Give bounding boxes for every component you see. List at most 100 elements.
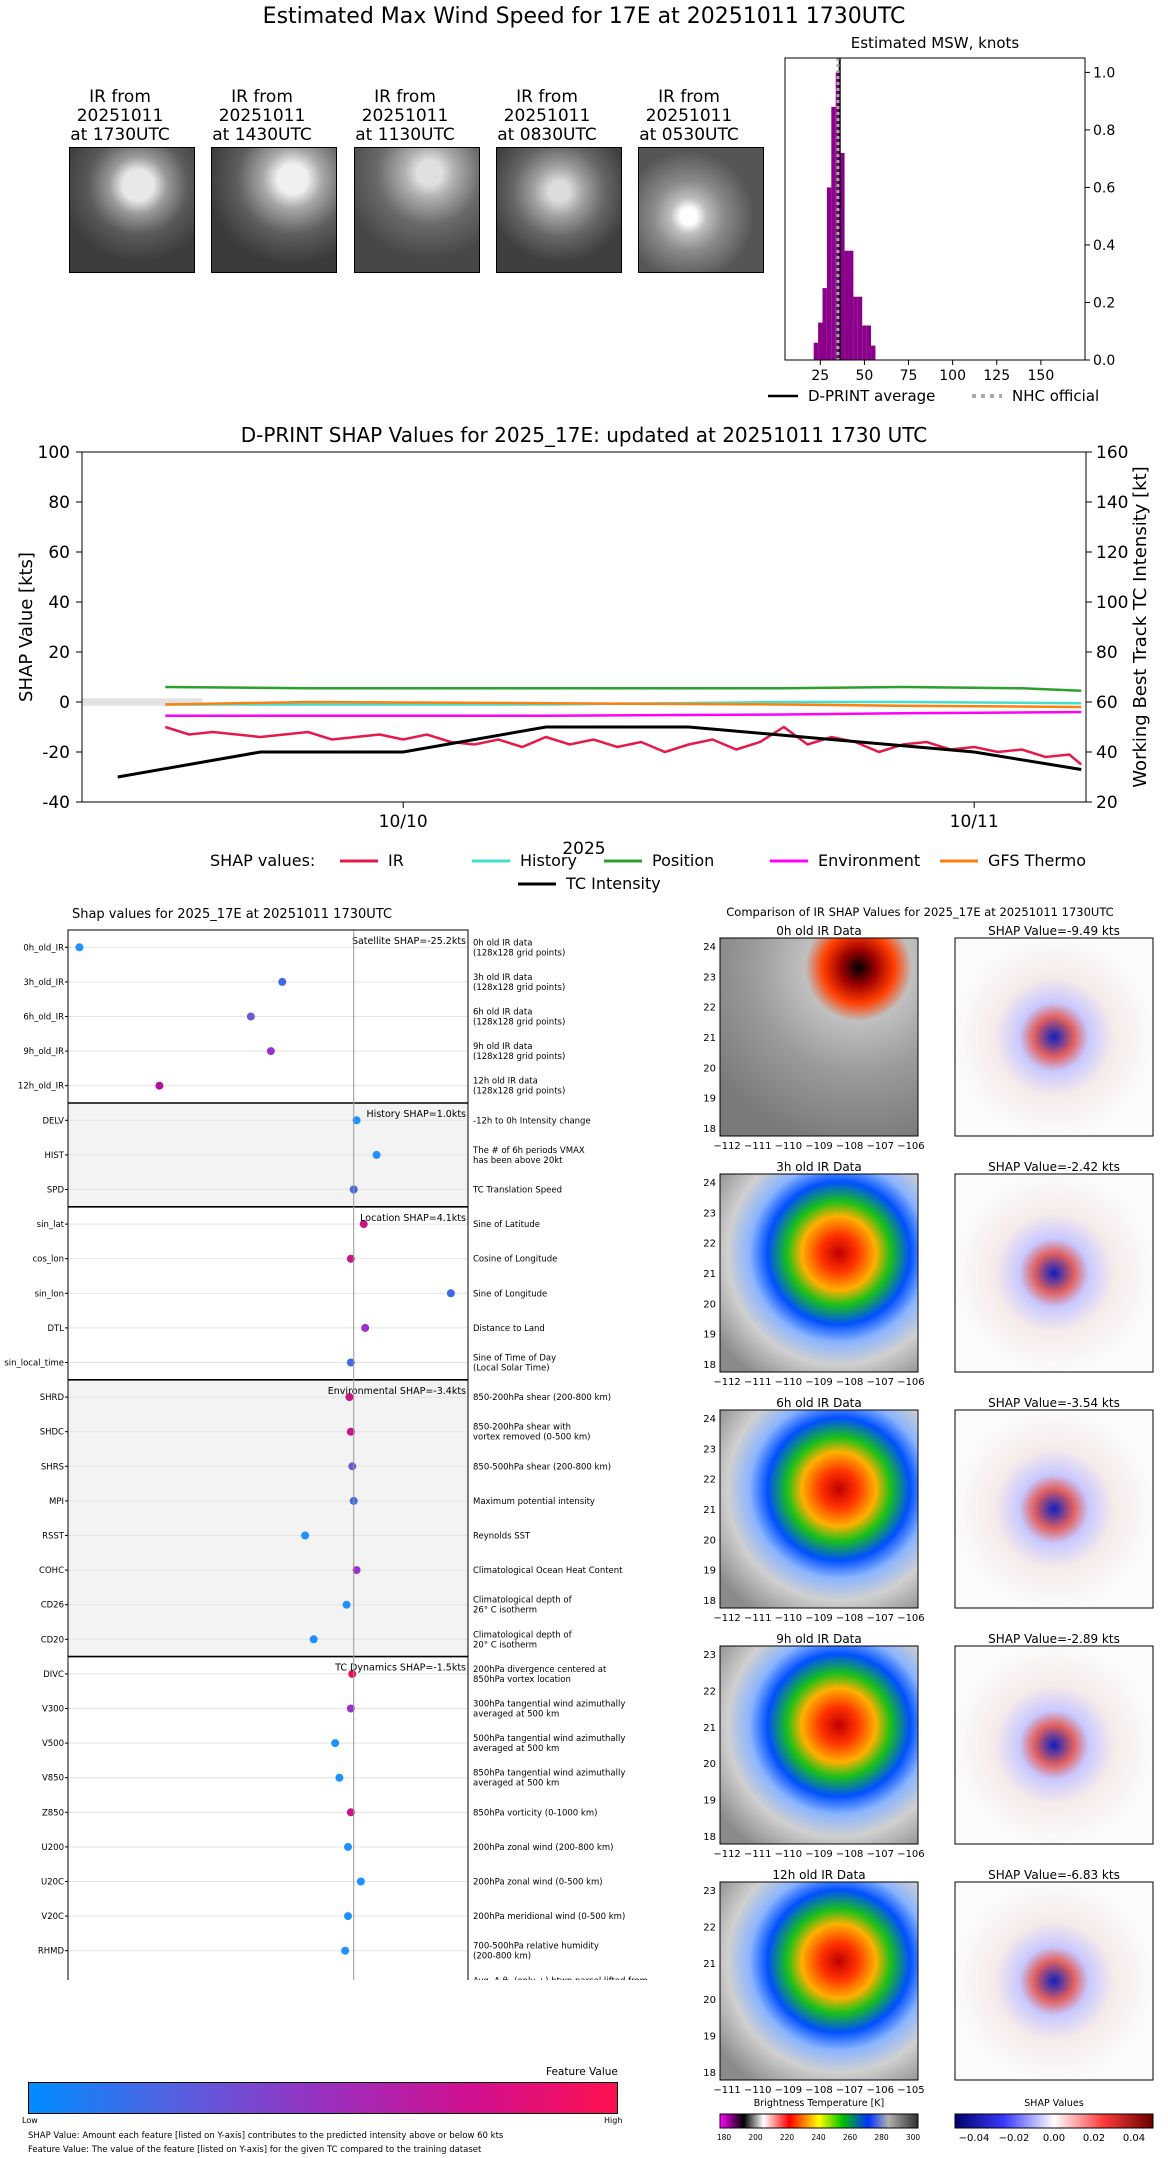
- feature-description: 200hPa divergence centered at: [473, 1665, 607, 1675]
- ir-panel-title: 12h old IR Data: [772, 1868, 865, 1882]
- feature-value-colorbar: [28, 2082, 618, 2114]
- y-tick-label: 20: [48, 643, 70, 663]
- feature-name: 6h_old_IR: [23, 1013, 64, 1023]
- y-axis-label: SHAP Value [kts]: [16, 552, 37, 702]
- ir-y-tick: 23: [703, 1444, 716, 1455]
- feature-point: [278, 977, 287, 986]
- ir-y-tick: 19: [703, 1330, 716, 1341]
- ir-y-tick: 21: [703, 1505, 716, 1516]
- x-tick-label: 100: [939, 368, 966, 384]
- series-position: [165, 685, 1082, 692]
- histogram-bar: [826, 187, 832, 360]
- feature-point: [342, 1600, 351, 1609]
- bt-colorbar-tick: 220: [780, 2133, 795, 2142]
- feature-description: 6h old IR data: [473, 1008, 532, 1018]
- ir-panel-title: 3h old IR Data: [776, 1160, 862, 1174]
- ir-panel-title: 0h old IR Data: [776, 924, 862, 938]
- histogram-frame: [784, 57, 1086, 361]
- shap-image: [954, 937, 1154, 1137]
- ir-thumbnail-0: [69, 147, 195, 273]
- ir-image: [719, 1409, 919, 1609]
- feature-name: U200: [42, 1843, 64, 1853]
- ir-y-tick: 24: [703, 1414, 716, 1425]
- shap-image: [954, 1881, 1154, 2081]
- histogram-bar: [831, 106, 836, 361]
- feature-name: SPD: [47, 1186, 65, 1196]
- group-label: History SHAP=1.0kts: [367, 1109, 467, 1120]
- feature-name: RSST: [42, 1532, 65, 1542]
- shap-colorbar-title: SHAP Values: [1024, 2098, 1084, 2109]
- thumb-label-4: IR from 20251011 at 0530UTC: [639, 87, 739, 145]
- ir-y-tick: 23: [703, 972, 716, 983]
- y-right-tick-label: 140: [1096, 493, 1128, 513]
- legend-label: GFS Thermo: [988, 851, 1086, 870]
- shap-image: [954, 1409, 1154, 1609]
- feature-name: 0h_old_IR: [23, 943, 64, 953]
- feature-name: V500: [42, 1739, 64, 1749]
- y-right-tick-label: 80: [1096, 643, 1118, 663]
- feature-description: 850-500hPa shear (200-800 km): [473, 1462, 611, 1472]
- feature-point: [341, 1946, 350, 1955]
- series-environment: [165, 710, 1082, 717]
- legend-label: TC Intensity: [565, 874, 661, 893]
- feature-point: [346, 1427, 355, 1436]
- ir-image: [719, 937, 919, 1137]
- ir-y-tick: 18: [703, 1596, 716, 1607]
- shap-colorbar: [954, 2113, 1154, 2129]
- feature-name: V20C: [41, 1912, 64, 1922]
- histogram-bar: [853, 296, 858, 360]
- shap-colorbar-tick: 0.00: [1043, 2133, 1065, 2144]
- histogram-bar: [866, 325, 872, 360]
- feature-description: 9h old IR data: [473, 1042, 532, 1052]
- shap-panel-title: SHAP Value=-6.83 kts: [988, 1868, 1120, 1882]
- feature-point: [352, 1566, 361, 1575]
- y-tick-label: -20: [42, 743, 70, 763]
- feature-description: (128x128 grid points): [473, 948, 565, 958]
- bt-colorbar-tick: 240: [811, 2133, 826, 2142]
- ir-y-tick: 22: [703, 1003, 716, 1014]
- y-tick-label: 80: [48, 493, 70, 513]
- feature-name: COHC: [39, 1566, 64, 1576]
- page-title: Estimated Max Wind Speed for 17E at 2025…: [262, 4, 906, 29]
- feature-point: [352, 1116, 361, 1125]
- histogram-bar: [840, 152, 845, 360]
- ir-comparison-panels: 0h old IR Data 24 23 22 21 20 19 18 −112 −111 −1…: [703, 924, 1154, 2144]
- legend-label: Position: [652, 851, 714, 870]
- shap-panel-title: SHAP Value=-3.54 kts: [988, 1396, 1120, 1410]
- ir-y-tick: 19: [703, 1566, 716, 1577]
- feature-description: TC Translation Speed: [472, 1186, 562, 1196]
- shap-panel-title: SHAP Value=-9.49 kts: [988, 924, 1120, 938]
- y-tick-label: 1.0: [1093, 65, 1115, 81]
- ir-x-ticks: −112 −111 −110 −109 −108 −107 −106: [713, 1613, 924, 1624]
- colorbar-low-label: Low: [22, 2116, 38, 2125]
- feature-point: [346, 1358, 355, 1367]
- ir-x-ticks: −111 −110 −109 −108 −107 −106 −105: [713, 2085, 924, 2096]
- feature-description: (128x128 grid points): [473, 983, 565, 993]
- y-tick-label: 40: [48, 593, 70, 613]
- feature-description: Sine of Longitude: [473, 1289, 547, 1299]
- ir-y-tick: 21: [703, 1033, 716, 1044]
- bt-colorbar-tick: 300: [906, 2133, 921, 2142]
- feature-chart-title: Shap values for 2025_17E at 20251011 173…: [72, 907, 392, 922]
- y-tick-label: 100: [38, 443, 70, 463]
- y-tick-label: 0.4: [1093, 238, 1115, 254]
- feature-point: [345, 1393, 354, 1402]
- bt-colorbar-tick: 180: [717, 2133, 732, 2142]
- ir-y-tick: 19: [703, 1796, 716, 1807]
- ir-y-tick: 22: [703, 1922, 716, 1933]
- ir-thumbnail-4: [638, 147, 764, 273]
- feature-name: MPI: [49, 1497, 64, 1507]
- ir-y-tick: 20: [703, 1299, 716, 1310]
- feature-point: [344, 1842, 352, 1851]
- shap-image: [954, 1645, 1154, 1845]
- ir-y-tick: 20: [703, 1995, 716, 2006]
- feature-description: 850-200hPa shear with: [473, 1423, 571, 1433]
- ir-y-tick: 20: [703, 1759, 716, 1770]
- feature-point: [344, 1912, 352, 1921]
- x-tick-label: 75: [900, 368, 918, 384]
- feature-description: Climatological depth of: [473, 1630, 573, 1640]
- y-right-tick-label: 120: [1096, 543, 1128, 563]
- feature-shap-chart: Shap values for 2025_17E at 20251011 173…: [4, 907, 648, 1980]
- feature-description: 3h old IR data: [473, 973, 532, 983]
- feature-description: Sine of Latitude: [473, 1220, 540, 1230]
